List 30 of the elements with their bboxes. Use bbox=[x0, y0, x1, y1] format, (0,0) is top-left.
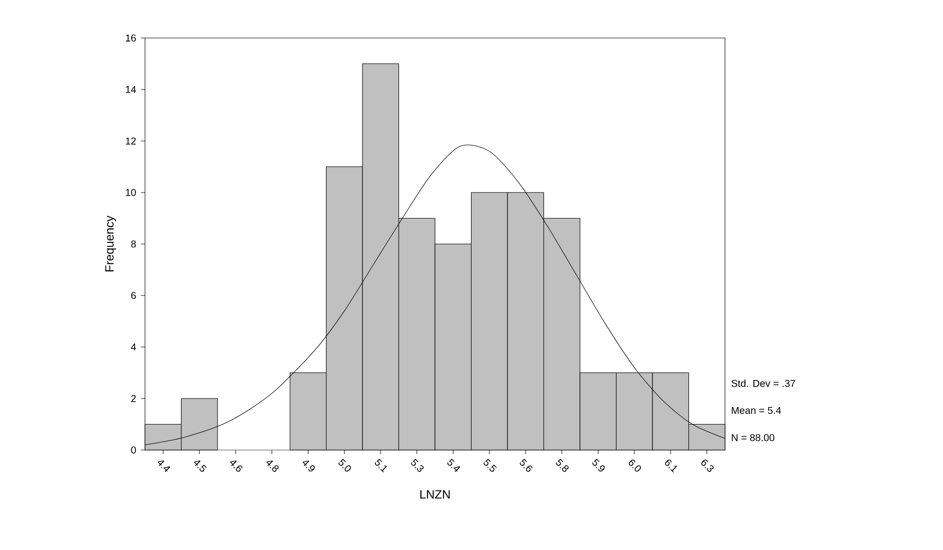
text: N = 88.00 bbox=[732, 434, 774, 442]
x-tick-label: 5.9 bbox=[592, 458, 605, 472]
x-tick-label: 5.6 bbox=[520, 458, 532, 472]
x-tick-label: 4.5 bbox=[194, 460, 207, 472]
x-tick-label: 5.4 bbox=[447, 458, 460, 472]
x-tick-label: 6.1 bbox=[665, 460, 677, 473]
y-tick-label: 4 bbox=[130, 344, 136, 350]
y-tick-label: 0 bbox=[131, 446, 136, 454]
y-tick-label: 10 bbox=[126, 188, 136, 196]
x-tick-label: 4.9 bbox=[302, 460, 315, 472]
x-tick-label: 5.0 bbox=[338, 458, 352, 472]
x-tick-label: 6.0 bbox=[628, 460, 642, 472]
x-tick-label: 4.6 bbox=[230, 460, 242, 472]
y-tick-label: 14 bbox=[126, 86, 136, 93]
y-tick-label: 2 bbox=[131, 394, 136, 402]
x-axis-title: LNZN bbox=[420, 490, 450, 498]
text: Std. Dev = .37 bbox=[732, 380, 796, 387]
x-tick-label: 5.3 bbox=[411, 458, 424, 472]
y-tick-label: 12 bbox=[126, 138, 136, 144]
y-axis-title: Frequency bbox=[105, 216, 116, 272]
x-tick-label: 4.8 bbox=[266, 460, 279, 472]
x-tick-label: 5.8 bbox=[556, 458, 569, 472]
y-tick-label: 8 bbox=[131, 240, 136, 248]
y-tick-label: 16 bbox=[126, 34, 136, 42]
y-tick-label: 6 bbox=[131, 292, 136, 300]
x-tick-label: 4.4 bbox=[158, 460, 170, 472]
x-tick-label: 5.5 bbox=[484, 458, 497, 472]
text: Mean = 5.4 bbox=[732, 406, 782, 414]
x-tick-label: 6.3 bbox=[701, 460, 714, 472]
x-tick-label: 5.1 bbox=[374, 458, 388, 472]
